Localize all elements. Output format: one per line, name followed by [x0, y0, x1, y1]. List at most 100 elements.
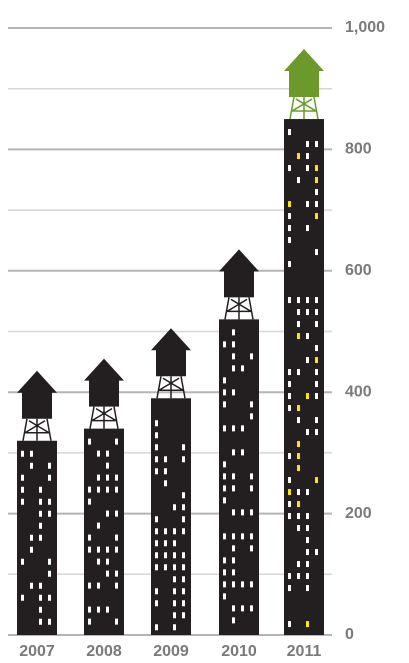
- window: [315, 189, 318, 196]
- window: [164, 564, 167, 571]
- window: [297, 417, 300, 424]
- window: [306, 357, 309, 364]
- window: [223, 557, 226, 564]
- window: [297, 465, 300, 472]
- window: [288, 513, 291, 520]
- window: [306, 573, 309, 580]
- window: [97, 450, 100, 457]
- window: [250, 413, 253, 420]
- window: [182, 612, 185, 619]
- window: [250, 545, 253, 552]
- window: [155, 444, 158, 451]
- window: [97, 606, 100, 613]
- window: [97, 582, 100, 589]
- window: [232, 545, 235, 552]
- window: [315, 309, 318, 316]
- window: [315, 249, 318, 256]
- window: [155, 588, 158, 595]
- window: [232, 341, 235, 348]
- window: [315, 213, 318, 220]
- window: [182, 564, 185, 571]
- window: [250, 485, 253, 492]
- window: [39, 510, 42, 517]
- window: [223, 581, 226, 588]
- window: [30, 462, 33, 469]
- window: [288, 477, 291, 484]
- window: [288, 585, 291, 592]
- bar: [84, 428, 124, 635]
- window: [106, 510, 109, 517]
- window: [106, 474, 109, 481]
- window: [297, 333, 300, 340]
- tower-tank: [289, 67, 319, 98]
- window: [115, 618, 118, 625]
- window: [39, 606, 42, 613]
- window: [223, 377, 226, 384]
- window: [306, 141, 309, 148]
- window: [21, 594, 24, 601]
- window: [115, 570, 118, 577]
- window: [288, 573, 291, 580]
- y-tick-label: 400: [345, 383, 372, 400]
- window: [232, 485, 235, 492]
- tower-legs: [22, 418, 52, 441]
- window: [97, 522, 100, 529]
- window: [182, 456, 185, 463]
- window: [232, 365, 235, 372]
- tower-legs: [156, 376, 186, 399]
- window: [115, 486, 118, 493]
- window: [288, 213, 291, 220]
- window: [315, 417, 318, 424]
- y-tick-label: 600: [345, 262, 372, 279]
- window: [88, 438, 91, 445]
- window: [106, 450, 109, 457]
- window: [232, 533, 235, 540]
- window: [306, 153, 309, 160]
- window: [288, 381, 291, 388]
- window: [155, 432, 158, 439]
- window: [88, 606, 91, 613]
- window: [306, 225, 309, 232]
- window: [164, 456, 167, 463]
- y-tick-label: 800: [345, 141, 372, 158]
- x-tick-label: 2007: [19, 643, 55, 660]
- window: [182, 504, 185, 511]
- window: [315, 321, 318, 328]
- tower-tank: [156, 346, 186, 377]
- tower-legs: [224, 297, 254, 320]
- window: [288, 393, 291, 400]
- window: [297, 453, 300, 460]
- window: [315, 165, 318, 172]
- window: [21, 474, 24, 481]
- window: [223, 593, 226, 600]
- window: [223, 473, 226, 480]
- window: [223, 533, 226, 540]
- y-tick-label: 200: [345, 505, 372, 522]
- window: [232, 473, 235, 480]
- window: [297, 153, 300, 160]
- window: [297, 369, 300, 376]
- window: [173, 624, 176, 631]
- window: [48, 558, 51, 565]
- window: [97, 474, 100, 481]
- window: [297, 513, 300, 520]
- window: [297, 525, 300, 532]
- window: [164, 480, 167, 487]
- window: [106, 546, 109, 553]
- window: [155, 420, 158, 427]
- window: [288, 501, 291, 508]
- window: [88, 498, 91, 505]
- window: [288, 129, 291, 136]
- window: [306, 393, 309, 400]
- window: [315, 297, 318, 304]
- window: [115, 438, 118, 445]
- window: [297, 561, 300, 568]
- window: [306, 513, 309, 520]
- window: [48, 594, 51, 601]
- window: [241, 533, 244, 540]
- tower-roof: [84, 358, 124, 381]
- window: [241, 581, 244, 588]
- window: [241, 605, 244, 612]
- window: [288, 453, 291, 460]
